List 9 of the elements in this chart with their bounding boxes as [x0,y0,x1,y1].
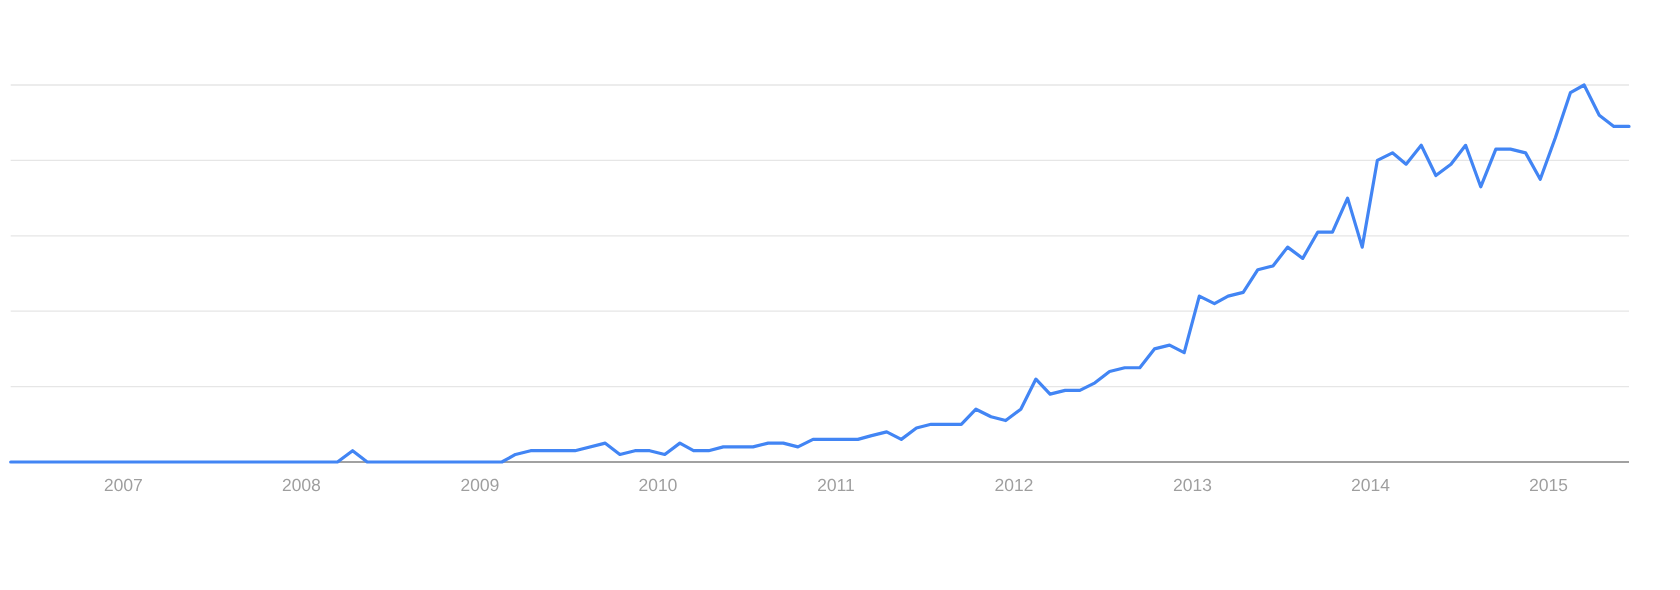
x-tick-label: 2013 [1173,478,1212,492]
x-tick-label: 2009 [461,478,499,492]
x-tick-label: 2012 [995,478,1033,492]
x-tick-label: 2014 [1351,478,1390,492]
x-tick-label: 2007 [104,478,142,492]
x-tick-label: 2015 [1529,478,1568,492]
x-tick-label: 2008 [282,478,321,492]
x-tick-label: 2011 [818,478,854,492]
x-tick-label: 2010 [639,478,677,492]
